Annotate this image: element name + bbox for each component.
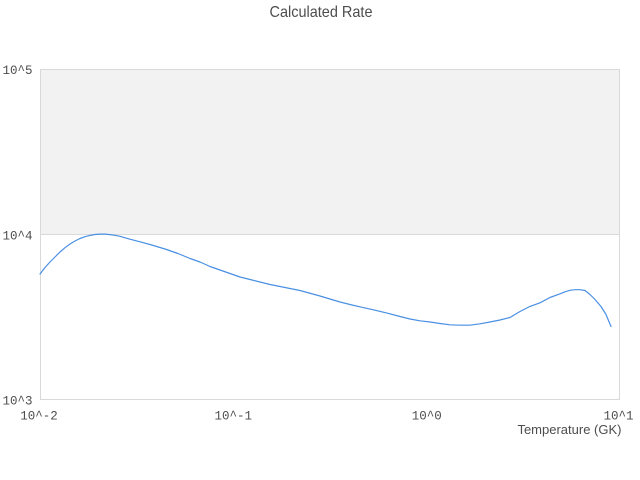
svg-text:10^-2: 10^-2 <box>20 410 58 424</box>
svg-text:10^-1: 10^-1 <box>215 410 253 424</box>
svg-text:Temperature (GK): Temperature (GK) <box>517 422 621 437</box>
svg-text:10^1: 10^1 <box>603 410 633 424</box>
svg-text:10^0: 10^0 <box>412 410 442 424</box>
svg-text:Calculated Rate: Calculated Rate <box>270 4 373 21</box>
svg-text:10^5: 10^5 <box>2 64 32 78</box>
svg-text:10^3: 10^3 <box>2 395 32 409</box>
svg-text:10^4: 10^4 <box>2 230 32 244</box>
